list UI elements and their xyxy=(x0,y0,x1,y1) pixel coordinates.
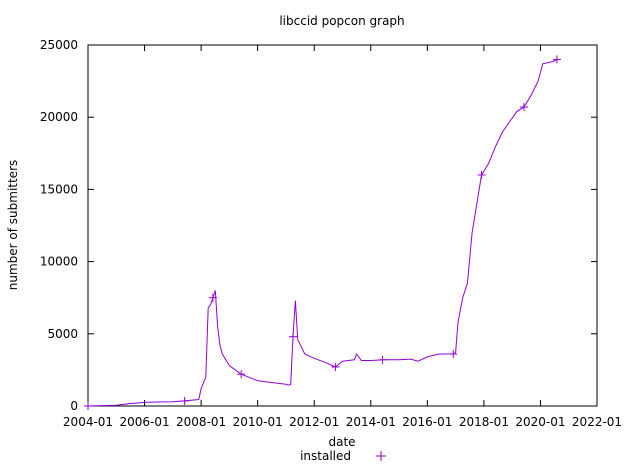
data-point-marker xyxy=(519,103,528,112)
x-tick-label: 2012-01 xyxy=(289,415,339,429)
x-tick-label: 2018-01 xyxy=(459,415,509,429)
y-tick-label: 20000 xyxy=(40,110,78,124)
data-point-marker xyxy=(289,332,298,341)
data-point-marker xyxy=(331,363,340,372)
x-tick-label: 2010-01 xyxy=(233,415,283,429)
y-tick-label: 10000 xyxy=(40,255,78,269)
x-tick-label: 2020-01 xyxy=(515,415,565,429)
y-tick-label: 25000 xyxy=(40,38,78,52)
y-tick-label: 0 xyxy=(70,399,78,413)
x-tick-label: 2006-01 xyxy=(119,415,169,429)
data-point-marker xyxy=(237,370,246,379)
x-tick-label: 2014-01 xyxy=(346,415,396,429)
plot-frame xyxy=(87,44,598,407)
x-tick-label: 2022-01 xyxy=(572,415,622,429)
y-tick-label: 5000 xyxy=(47,327,78,341)
axis-ticks: 2004-01 2006-01 2008-01 2010-01 2012-01 2014-… xyxy=(40,38,622,429)
y-tick-label: 15000 xyxy=(40,182,78,196)
legend: installed xyxy=(300,449,386,463)
x-tick-label: 2016-01 xyxy=(402,415,452,429)
data-point-marker xyxy=(477,170,486,179)
y-axis-label: number of submitters xyxy=(6,160,20,291)
data-point-marker xyxy=(84,402,92,410)
data-point-marker xyxy=(208,293,217,302)
x-tick-label: 2004-01 xyxy=(63,415,113,429)
data-point-marker xyxy=(378,355,387,364)
data-point-marker xyxy=(552,55,561,64)
legend-marker-plus xyxy=(376,451,386,461)
series-layer xyxy=(84,55,561,410)
x-axis-label: date xyxy=(328,435,355,449)
chart-title: libccid popcon graph xyxy=(279,14,404,28)
legend-label: installed xyxy=(300,449,351,463)
data-point-marker xyxy=(180,396,189,405)
x-tick-label: 2008-01 xyxy=(176,415,226,429)
data-point-marker xyxy=(449,350,458,359)
series-line xyxy=(87,58,558,407)
